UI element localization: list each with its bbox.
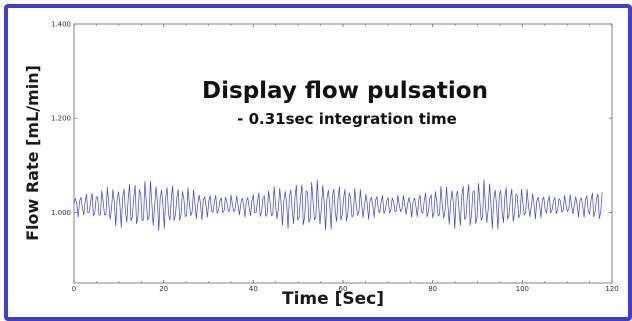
x-tick-label: 40	[249, 285, 258, 293]
x-tick-label: 120	[605, 285, 618, 293]
x-tick-label: 0	[72, 285, 76, 293]
chart-subtitle: - 0.31sec integration time	[237, 110, 457, 128]
x-tick-label: 100	[516, 285, 529, 293]
chart-title: Display flow pulsation	[202, 78, 488, 104]
chart-frame	[4, 4, 632, 321]
x-tick-label: 20	[159, 285, 168, 293]
y-axis-title: Flow Rate [mL/min]	[23, 65, 42, 241]
axis-ticks: 0 20 40 60 80 100 120 1.000 1.200 1.400	[51, 21, 619, 294]
y-tick-label: 1.400	[51, 21, 71, 29]
y-tick-label: 1.200	[51, 115, 71, 123]
x-axis-title: Time [Sec]	[282, 289, 384, 309]
plot-area	[73, 23, 613, 284]
series-layer	[73, 179, 603, 231]
y-tick-label: 1.000	[51, 209, 71, 217]
x-tick-label: 80	[428, 285, 437, 293]
series-line	[73, 179, 603, 231]
plot-border	[73, 23, 613, 284]
x-tick-label: 60	[339, 285, 348, 293]
